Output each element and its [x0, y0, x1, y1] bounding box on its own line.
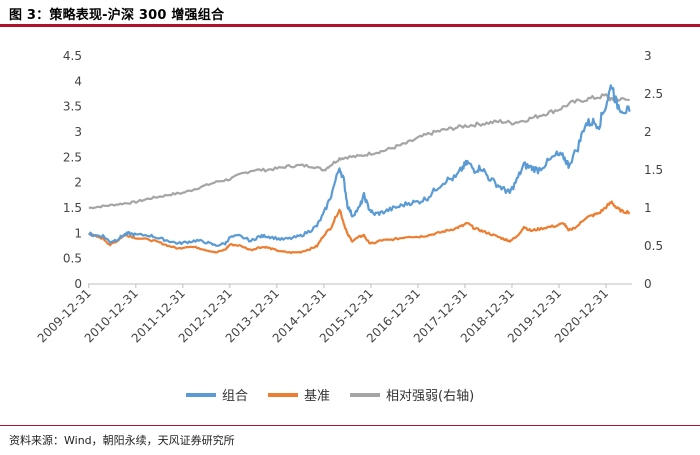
legend-label: 组合: [222, 389, 248, 404]
title-rule: [0, 24, 700, 27]
y-left-tick-label: 2: [74, 176, 82, 190]
y-left-tick-label: 2.5: [63, 150, 82, 164]
y-left-tick-label: 0.5: [63, 252, 82, 266]
y-left-tick-label: 3: [74, 125, 82, 139]
legend-label: 相对强弱(右轴): [386, 389, 474, 404]
chart-title: 图 3：策略表现-沪深 300 增强组合: [9, 8, 225, 23]
y-left-tick-label: 1: [74, 226, 82, 240]
y-right-tick-label: 0.5: [644, 239, 663, 253]
series-line: [88, 93, 630, 210]
y-right-tick-label: 0: [644, 277, 652, 291]
y-left-tick-label: 4: [74, 74, 82, 88]
footer-rule: [0, 425, 700, 426]
y-left-tick-label: 4.5: [63, 49, 82, 63]
y-right-tick-label: 1.5: [644, 163, 663, 177]
series-line: [88, 200, 631, 255]
y-left-tick-label: 0: [74, 277, 82, 291]
y-right-tick-label: 3: [644, 49, 652, 63]
line-chart: 00.511.522.533.544.500.511.522.532009-12…: [35, 49, 663, 404]
series-line: [88, 84, 631, 247]
source-note: 资料来源：Wind，朝阳永续，天风证券研究所: [9, 434, 235, 447]
y-left-tick-label: 3.5: [63, 100, 82, 114]
y-right-tick-label: 2: [644, 125, 652, 139]
y-right-tick-label: 1: [644, 201, 652, 215]
y-right-tick-label: 2.5: [644, 87, 663, 101]
y-left-tick-label: 1.5: [63, 201, 82, 215]
legend-label: 基准: [304, 389, 330, 404]
